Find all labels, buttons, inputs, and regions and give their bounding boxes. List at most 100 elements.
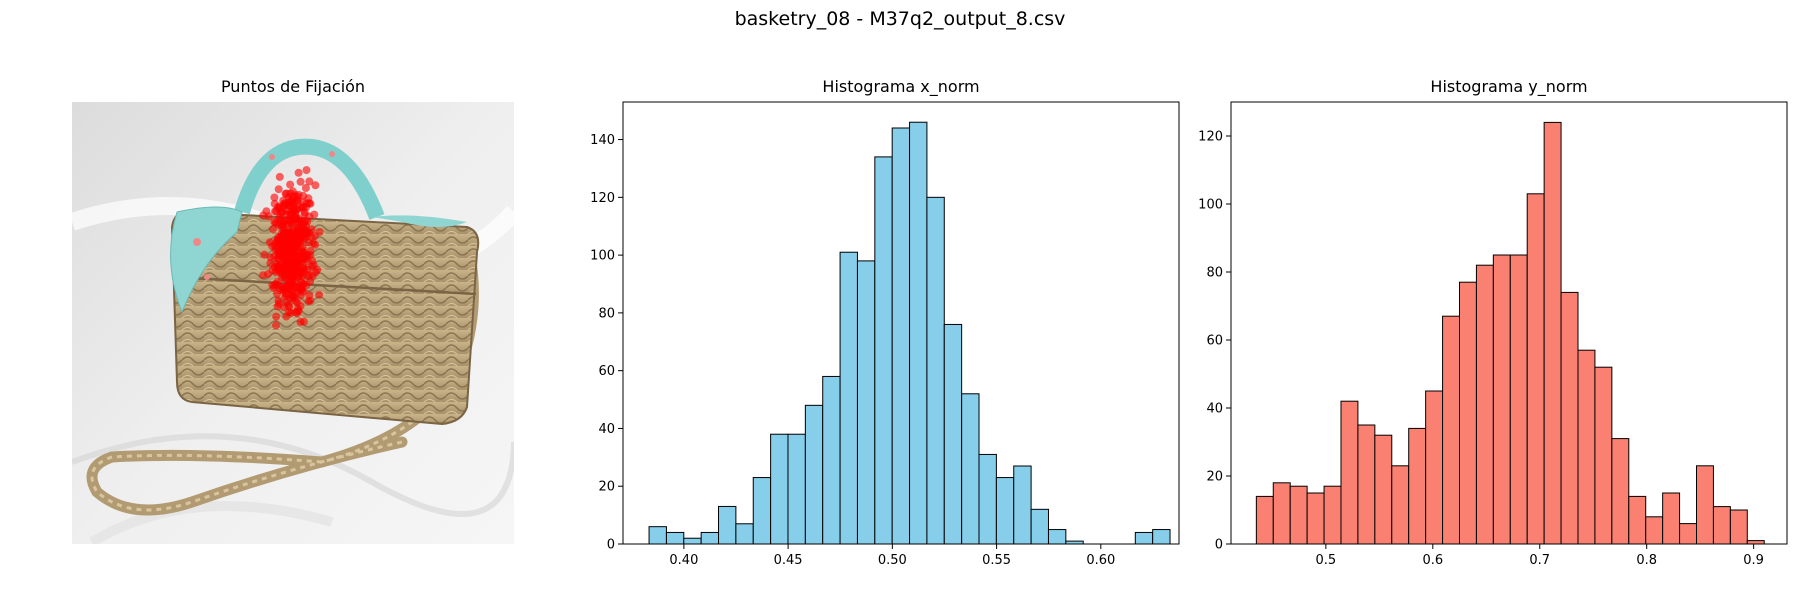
histogram-bar <box>978 453 997 545</box>
fixation-point <box>270 193 279 202</box>
histogram-bar <box>1013 465 1032 545</box>
fixation-point <box>294 168 303 177</box>
fixation-point <box>315 290 324 299</box>
fixation-point <box>304 238 313 247</box>
x-tick-label: 0.60 <box>1086 553 1115 568</box>
histogram-bar <box>787 433 806 545</box>
fixation-point <box>272 312 281 321</box>
y-tick-label: 20 <box>598 480 615 495</box>
fixation-point <box>305 212 314 221</box>
basket-photo <box>72 102 514 544</box>
fixation-point <box>315 228 324 236</box>
figure-title: basketry_08 - M37q2_output_8.csv <box>734 8 1066 30</box>
fixation-point <box>288 275 297 284</box>
histogram-bar <box>1152 529 1171 545</box>
fixation-point <box>274 281 283 290</box>
x-tick-label: 0.55 <box>982 553 1011 568</box>
fixation-point <box>299 317 308 326</box>
fixation-point <box>288 285 297 294</box>
fixation-point <box>274 185 283 194</box>
fixation-point <box>305 177 314 186</box>
y-tick-label: 100 <box>590 249 615 264</box>
fixation-point <box>304 297 313 306</box>
histogram-bar <box>683 537 702 545</box>
histogram-bar <box>891 127 911 545</box>
fixation-point <box>260 250 269 259</box>
y-tick-label: 60 <box>598 364 615 379</box>
fixation-point <box>297 246 306 254</box>
fixation-point <box>287 309 295 317</box>
fixation-point <box>279 223 288 232</box>
histogram-bar <box>735 523 754 545</box>
fixation-point <box>285 216 294 225</box>
y-tick-label: 120 <box>590 191 615 206</box>
fixation-point <box>305 199 314 208</box>
histogram-bars <box>648 121 1171 545</box>
axes-frame <box>622 101 1180 545</box>
y-tick-label: 40 <box>598 422 615 437</box>
y-tick-label: 140 <box>590 133 615 148</box>
fixation-point <box>275 265 284 274</box>
fixation-point <box>285 235 294 244</box>
fixation-point <box>288 263 297 272</box>
fixation-point <box>284 201 293 210</box>
x-tick-label: 0.40 <box>669 553 698 568</box>
scatter-panel-title: Puntos de Fijación <box>220 77 366 96</box>
fixation-point <box>305 251 314 260</box>
histogram-bar <box>839 251 858 545</box>
fixation-point <box>296 239 305 247</box>
fixation-points <box>259 166 324 330</box>
fixation-point <box>283 243 292 252</box>
histogram-bar <box>822 375 841 545</box>
histogram-bar <box>770 433 789 545</box>
fixation-point <box>301 184 310 192</box>
y-tick-label: 80 <box>598 306 615 321</box>
histogram-bar <box>1134 531 1154 545</box>
y-tick-label: 0 <box>607 538 615 553</box>
histogram-bar <box>1030 508 1049 545</box>
fixation-point <box>302 166 311 175</box>
x-tick-label: 0.45 <box>774 553 803 568</box>
histogram-bar <box>752 477 772 545</box>
fixation-point <box>272 321 280 330</box>
fixation-point <box>297 285 306 294</box>
fixation-point <box>295 267 304 276</box>
fixation-points-panel <box>72 102 514 544</box>
x-tick-label: 0.50 <box>878 553 907 568</box>
fixation-point <box>266 259 275 268</box>
fixation-point <box>305 291 314 300</box>
fixation-point <box>299 253 308 262</box>
fixation-point <box>298 198 307 207</box>
histogram-bar <box>943 323 963 545</box>
fixation-point <box>286 294 295 303</box>
histogram-bar <box>1047 529 1067 545</box>
histogram-bar <box>718 505 737 545</box>
hist-y-title: Histograma y_norm <box>1430 77 1588 96</box>
fixation-point <box>275 172 284 181</box>
fixation-point <box>262 207 271 216</box>
histogram-bar <box>926 196 945 545</box>
fixation-point <box>280 253 289 262</box>
histogram-bar <box>804 404 824 545</box>
hist-x-title: Histograma x_norm <box>822 77 980 96</box>
fixation-point <box>296 302 305 311</box>
histogram-bar <box>700 531 720 545</box>
histogram-bar <box>961 393 980 545</box>
fixation-point <box>297 278 306 287</box>
fixation-point <box>311 240 320 249</box>
fixation-point <box>278 237 287 246</box>
histogram-bar <box>909 121 928 545</box>
fixation-point <box>303 265 312 274</box>
histogram-bar <box>995 477 1015 545</box>
histogram-bar <box>665 531 685 545</box>
fixation-point <box>294 226 302 235</box>
histogram-bar <box>856 260 876 545</box>
fixation-point <box>296 177 305 186</box>
fixation-point <box>304 272 313 281</box>
fixation-point <box>268 225 277 234</box>
fixation-point <box>290 191 299 200</box>
fixation-point <box>272 243 281 252</box>
fixation-point <box>289 248 298 256</box>
histogram-bar <box>874 156 893 545</box>
